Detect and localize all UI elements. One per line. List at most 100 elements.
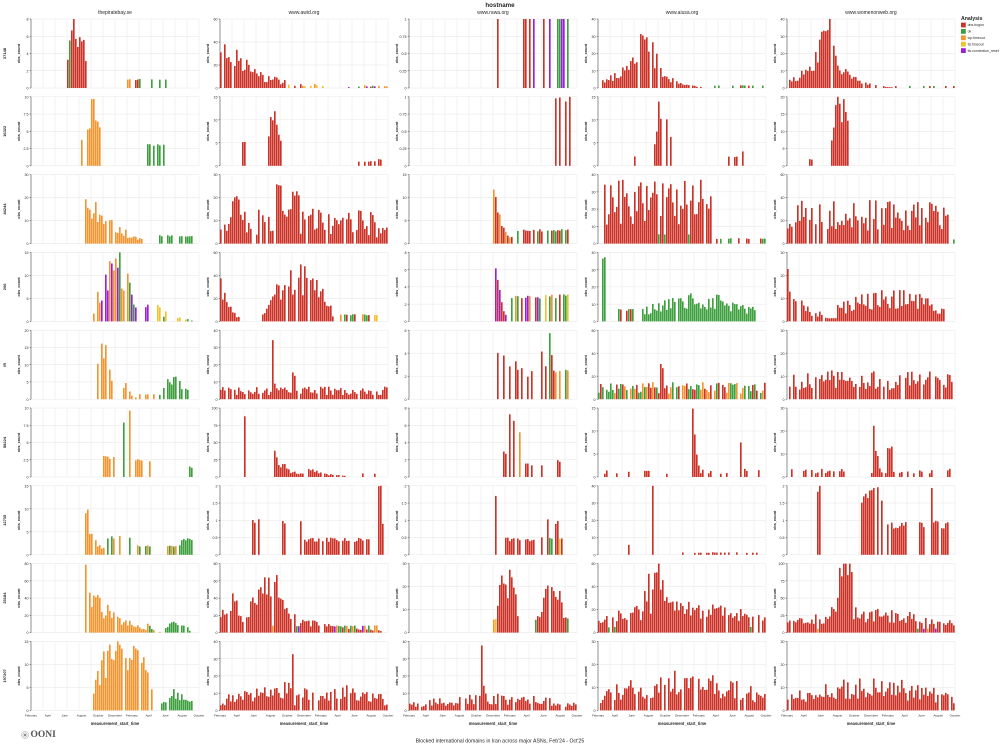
- svg-text:15: 15: [592, 407, 596, 411]
- svg-text:0: 0: [27, 553, 29, 557]
- svg-text:0: 0: [405, 164, 407, 168]
- svg-text:0: 0: [216, 631, 218, 635]
- svg-text:4: 4: [405, 286, 407, 290]
- svg-text:40: 40: [214, 597, 218, 601]
- svg-text:0: 0: [405, 242, 407, 246]
- svg-text:April: April: [45, 714, 51, 718]
- svg-text:obs_count: obs_count: [17, 199, 21, 219]
- svg-text:0.5: 0.5: [213, 536, 218, 540]
- svg-text:dns.bogon: dns.bogon: [968, 23, 984, 27]
- svg-text:0: 0: [405, 709, 407, 713]
- svg-text:30: 30: [592, 35, 596, 39]
- svg-text:40: 40: [592, 352, 596, 356]
- svg-text:obs_count: obs_count: [395, 666, 399, 686]
- svg-text:0.5: 0.5: [402, 130, 407, 134]
- svg-text:ok: ok: [968, 30, 972, 34]
- svg-text:2: 2: [27, 69, 29, 73]
- svg-text:tls.timeout: tls.timeout: [968, 42, 984, 46]
- svg-text:15: 15: [403, 173, 407, 177]
- svg-text:0: 0: [27, 320, 29, 324]
- svg-text:October: October: [282, 714, 293, 718]
- svg-text:0: 0: [27, 398, 29, 402]
- svg-text:15: 15: [781, 113, 785, 117]
- svg-text:measurement_start_time: measurement_start_time: [469, 721, 518, 726]
- svg-text:40: 40: [25, 597, 29, 601]
- svg-text:5: 5: [783, 147, 785, 151]
- svg-text:obs_count: obs_count: [17, 121, 21, 141]
- svg-text:58224: 58224: [2, 436, 7, 448]
- svg-text:June: June: [351, 714, 358, 718]
- svg-text:obs_count: obs_count: [206, 43, 210, 63]
- svg-text:40: 40: [403, 640, 407, 644]
- svg-text:20: 20: [781, 95, 785, 99]
- svg-text:www.aiusa.org: www.aiusa.org: [666, 10, 699, 16]
- svg-text:December: December: [675, 714, 689, 718]
- svg-text:0.5: 0.5: [780, 536, 785, 540]
- svg-text:0: 0: [783, 164, 785, 168]
- svg-text:obs_count: obs_count: [773, 666, 777, 686]
- svg-text:October: October: [761, 714, 772, 718]
- svg-text:obs_count: obs_count: [17, 432, 21, 452]
- svg-text:August: August: [455, 714, 465, 718]
- svg-text:10: 10: [25, 274, 29, 278]
- svg-text:April: April: [801, 714, 807, 718]
- svg-text:10: 10: [214, 381, 218, 385]
- svg-text:obs_count: obs_count: [206, 354, 210, 374]
- svg-text:40: 40: [592, 18, 596, 22]
- svg-text:0: 0: [783, 631, 785, 635]
- svg-text:obs_count: obs_count: [206, 121, 210, 141]
- svg-text:20: 20: [403, 585, 407, 589]
- svg-text:5: 5: [27, 381, 29, 385]
- svg-text:obs_count: obs_count: [584, 277, 588, 297]
- svg-text:measurement_start_time: measurement_start_time: [91, 721, 140, 726]
- svg-text:August: August: [367, 714, 377, 718]
- svg-text:206: 206: [2, 283, 7, 290]
- svg-text:obs_count: obs_count: [773, 510, 777, 530]
- svg-text:80: 80: [214, 562, 218, 566]
- svg-text:0: 0: [783, 87, 785, 91]
- svg-text:0: 0: [405, 476, 407, 480]
- svg-text:60: 60: [214, 251, 218, 255]
- svg-text:June: June: [61, 714, 68, 718]
- svg-text:80: 80: [25, 562, 29, 566]
- svg-text:obs_count: obs_count: [773, 199, 777, 219]
- svg-text:0: 0: [405, 87, 407, 91]
- svg-text:10: 10: [25, 663, 29, 667]
- svg-text:10: 10: [592, 225, 596, 229]
- svg-text:37148: 37148: [2, 47, 7, 59]
- svg-text:10: 10: [781, 375, 785, 379]
- svg-text:obs_count: obs_count: [584, 121, 588, 141]
- svg-text:February: February: [126, 714, 139, 718]
- svg-text:20: 20: [25, 196, 29, 200]
- svg-text:2.5: 2.5: [24, 458, 29, 462]
- svg-text:44244: 44244: [2, 203, 7, 215]
- svg-text:obs_count: obs_count: [206, 666, 210, 686]
- svg-text:0: 0: [216, 398, 218, 402]
- svg-text:6: 6: [27, 35, 29, 39]
- svg-text:December: December: [297, 714, 311, 718]
- svg-text:0: 0: [594, 320, 596, 324]
- svg-text:15: 15: [214, 95, 218, 99]
- svg-text:0: 0: [405, 553, 407, 557]
- svg-text:20: 20: [781, 430, 785, 434]
- svg-text:15: 15: [25, 251, 29, 255]
- svg-text:June: June: [540, 714, 547, 718]
- svg-text:30: 30: [214, 657, 218, 661]
- svg-text:June: June: [628, 714, 635, 718]
- svg-text:10: 10: [25, 363, 29, 367]
- svg-text:0: 0: [216, 320, 218, 324]
- svg-text:obs_count: obs_count: [584, 588, 588, 608]
- svg-text:April: April: [423, 714, 429, 718]
- svg-text:0.25: 0.25: [400, 69, 407, 73]
- svg-text:40: 40: [214, 329, 218, 333]
- svg-text:obs_count: obs_count: [17, 588, 21, 608]
- svg-text:obs_count: obs_count: [17, 43, 21, 63]
- svg-text:30: 30: [403, 657, 407, 661]
- svg-text:4: 4: [405, 441, 407, 445]
- svg-text:www.womenonweb.org: www.womenonweb.org: [845, 10, 897, 16]
- svg-text:October: October: [383, 714, 394, 718]
- svg-text:30: 30: [592, 268, 596, 272]
- svg-text:30: 30: [403, 562, 407, 566]
- svg-text:0: 0: [27, 87, 29, 91]
- svg-text:20: 20: [781, 663, 785, 667]
